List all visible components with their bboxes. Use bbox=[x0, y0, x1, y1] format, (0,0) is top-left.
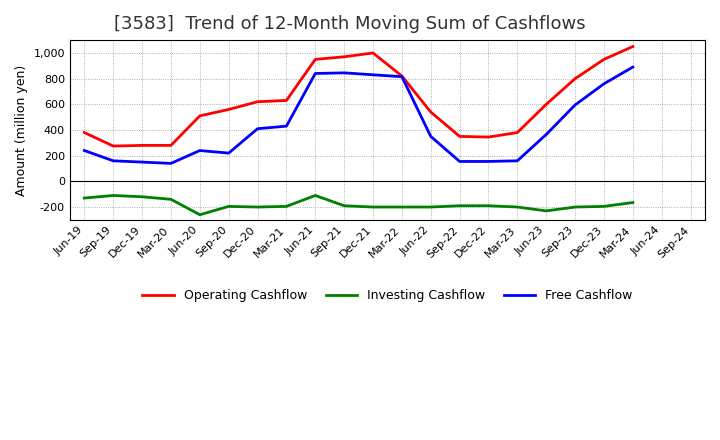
Operating Cashflow bbox=[455, 134, 464, 139]
Investing Cashflow bbox=[253, 205, 262, 210]
Legend: Operating Cashflow, Investing Cashflow, Free Cashflow: Operating Cashflow, Investing Cashflow, … bbox=[138, 284, 637, 307]
Free Cashflow bbox=[369, 72, 377, 77]
Operating Cashflow bbox=[225, 107, 233, 112]
Operating Cashflow bbox=[196, 113, 204, 118]
Free Cashflow bbox=[166, 161, 175, 166]
Investing Cashflow bbox=[484, 203, 492, 209]
Free Cashflow bbox=[542, 132, 551, 137]
Operating Cashflow bbox=[513, 130, 522, 135]
Free Cashflow bbox=[571, 103, 580, 108]
Operating Cashflow bbox=[571, 76, 580, 81]
Line: Operating Cashflow: Operating Cashflow bbox=[84, 47, 633, 146]
Free Cashflow bbox=[484, 159, 492, 164]
Investing Cashflow bbox=[397, 205, 406, 210]
Operating Cashflow bbox=[109, 143, 117, 149]
Free Cashflow bbox=[513, 158, 522, 163]
Operating Cashflow bbox=[253, 99, 262, 104]
Investing Cashflow bbox=[109, 193, 117, 198]
Free Cashflow bbox=[138, 159, 146, 165]
Operating Cashflow bbox=[542, 102, 551, 107]
Free Cashflow bbox=[282, 124, 291, 129]
Operating Cashflow bbox=[397, 73, 406, 79]
Free Cashflow bbox=[397, 74, 406, 79]
Y-axis label: Amount (million yen): Amount (million yen) bbox=[15, 64, 28, 196]
Operating Cashflow bbox=[369, 50, 377, 55]
Investing Cashflow bbox=[138, 194, 146, 199]
Operating Cashflow bbox=[80, 130, 89, 135]
Free Cashflow bbox=[196, 148, 204, 153]
Text: [3583]  Trend of 12-Month Moving Sum of Cashflows: [3583] Trend of 12-Month Moving Sum of C… bbox=[114, 15, 586, 33]
Line: Free Cashflow: Free Cashflow bbox=[84, 67, 633, 163]
Free Cashflow bbox=[109, 158, 117, 163]
Investing Cashflow bbox=[369, 205, 377, 210]
Investing Cashflow bbox=[542, 208, 551, 213]
Investing Cashflow bbox=[196, 212, 204, 217]
Operating Cashflow bbox=[282, 98, 291, 103]
Investing Cashflow bbox=[311, 193, 320, 198]
Investing Cashflow bbox=[629, 200, 637, 205]
Free Cashflow bbox=[455, 159, 464, 164]
Free Cashflow bbox=[253, 126, 262, 132]
Investing Cashflow bbox=[426, 205, 435, 210]
Free Cashflow bbox=[340, 70, 348, 76]
Investing Cashflow bbox=[600, 204, 608, 209]
Operating Cashflow bbox=[340, 54, 348, 59]
Free Cashflow bbox=[311, 71, 320, 76]
Investing Cashflow bbox=[282, 204, 291, 209]
Investing Cashflow bbox=[166, 197, 175, 202]
Operating Cashflow bbox=[166, 143, 175, 148]
Free Cashflow bbox=[426, 134, 435, 139]
Free Cashflow bbox=[225, 150, 233, 156]
Free Cashflow bbox=[80, 148, 89, 153]
Operating Cashflow bbox=[629, 44, 637, 49]
Investing Cashflow bbox=[80, 195, 89, 201]
Operating Cashflow bbox=[600, 57, 608, 62]
Free Cashflow bbox=[600, 81, 608, 86]
Investing Cashflow bbox=[455, 203, 464, 209]
Free Cashflow bbox=[629, 64, 637, 70]
Operating Cashflow bbox=[138, 143, 146, 148]
Operating Cashflow bbox=[484, 134, 492, 139]
Line: Investing Cashflow: Investing Cashflow bbox=[84, 195, 633, 215]
Operating Cashflow bbox=[426, 110, 435, 115]
Operating Cashflow bbox=[311, 57, 320, 62]
Investing Cashflow bbox=[513, 205, 522, 210]
Investing Cashflow bbox=[225, 204, 233, 209]
Investing Cashflow bbox=[571, 205, 580, 210]
Investing Cashflow bbox=[340, 203, 348, 209]
